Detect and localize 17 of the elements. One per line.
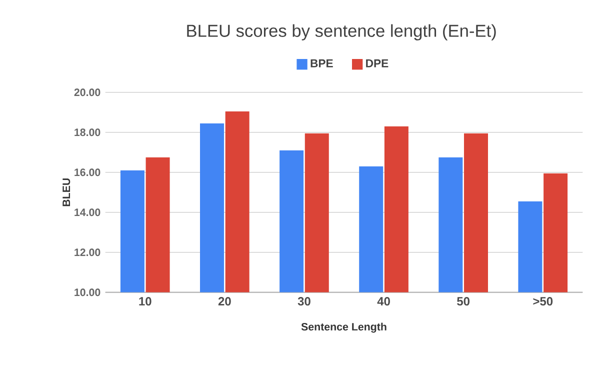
x-tick-label: 40 [377,297,390,306]
x-tick-label: 10 [139,297,152,306]
x-tick-label: 50 [457,297,470,306]
chart-title: BLEU scores by sentence length (En-Et) [187,24,496,40]
y-tick-label: 10.00 [74,288,100,296]
y-axis-title: BLEU [62,178,70,206]
y-tick-label: 16.00 [74,168,100,176]
y-tick-label: 14.00 [74,208,100,216]
y-tick-label: 18.00 [74,128,100,136]
x-tick-label: >50 [533,297,553,306]
x-tick-label: 20 [218,297,231,306]
y-tick-label: 20.00 [74,88,100,96]
x-axis-title: Sentence Length [301,322,386,333]
x-tick-label: 30 [298,297,310,306]
legend-label: DPE [366,59,388,68]
legend-label: BPE [310,59,333,68]
y-tick-label: 12.00 [74,248,100,256]
